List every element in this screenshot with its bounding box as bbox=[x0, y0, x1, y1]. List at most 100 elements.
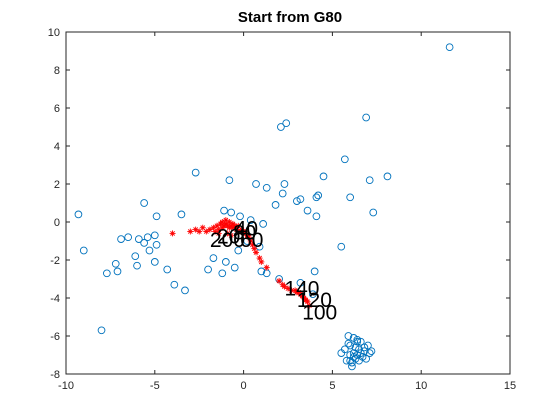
data-point bbox=[355, 345, 363, 354]
data-point bbox=[351, 343, 360, 352]
trajectory-point bbox=[226, 219, 233, 225]
data-point bbox=[209, 254, 218, 262]
data-point bbox=[220, 206, 228, 215]
data-points bbox=[74, 43, 454, 371]
data-point bbox=[257, 267, 266, 276]
data-point bbox=[303, 206, 312, 215]
plot-area bbox=[66, 32, 510, 374]
data-point bbox=[319, 172, 328, 181]
data-point bbox=[314, 191, 323, 200]
data-point bbox=[204, 265, 212, 274]
data-point bbox=[346, 356, 355, 365]
iteration-label: 60 bbox=[240, 229, 263, 252]
data-point bbox=[346, 341, 355, 350]
data-point bbox=[150, 231, 159, 240]
data-point bbox=[337, 242, 346, 251]
data-point bbox=[353, 337, 362, 346]
data-point bbox=[346, 193, 355, 202]
y-tick-label: 8 bbox=[54, 65, 60, 77]
data-point bbox=[97, 326, 106, 335]
data-point bbox=[309, 290, 317, 299]
data-point bbox=[143, 233, 152, 242]
x-tick-label: 10 bbox=[415, 380, 427, 392]
trajectory-point bbox=[187, 228, 194, 235]
x-tick-label: 15 bbox=[504, 380, 516, 392]
data-point bbox=[364, 341, 372, 350]
x-tick-label: -5 bbox=[150, 380, 160, 392]
data-point bbox=[262, 183, 271, 192]
data-point bbox=[369, 208, 378, 217]
data-point bbox=[280, 180, 289, 188]
data-point bbox=[362, 113, 370, 122]
y-tick-label: 4 bbox=[54, 141, 60, 153]
trajectory-point bbox=[203, 228, 210, 235]
data-point bbox=[150, 258, 159, 266]
data-point bbox=[348, 362, 356, 371]
data-point bbox=[181, 286, 189, 295]
trajectory-point bbox=[276, 277, 283, 284]
data-point bbox=[124, 233, 133, 242]
y-tick-label: 0 bbox=[54, 217, 60, 229]
data-point bbox=[337, 349, 346, 357]
y-tick-label: 2 bbox=[54, 179, 60, 191]
data-point bbox=[191, 168, 200, 177]
trajectory-point bbox=[192, 226, 199, 233]
data-point bbox=[353, 335, 362, 344]
data-point bbox=[349, 349, 358, 357]
y-tick-label: 10 bbox=[48, 27, 60, 39]
y-tick-label: -6 bbox=[50, 331, 60, 343]
x-tick-label: 0 bbox=[241, 380, 247, 392]
data-point bbox=[117, 235, 125, 243]
trajectory-point bbox=[199, 224, 206, 231]
trajectory-point bbox=[224, 230, 231, 237]
trajectory-point bbox=[228, 232, 235, 239]
data-point bbox=[445, 43, 454, 52]
data-point bbox=[296, 195, 305, 204]
data-point bbox=[383, 172, 392, 181]
y-tick-label: -4 bbox=[50, 293, 60, 305]
data-point bbox=[344, 339, 353, 348]
data-point bbox=[259, 220, 267, 228]
x-tick-label: -10 bbox=[58, 380, 74, 392]
y-tick-label: 6 bbox=[54, 103, 60, 115]
data-point bbox=[344, 332, 353, 340]
data-point bbox=[293, 197, 301, 205]
data-point bbox=[360, 343, 369, 352]
data-point bbox=[234, 246, 243, 255]
trajectory-point bbox=[233, 224, 240, 231]
trajectory-point bbox=[215, 230, 222, 237]
data-point bbox=[102, 269, 111, 278]
trajectory-point bbox=[196, 228, 203, 235]
data-point bbox=[356, 337, 365, 346]
trajectory-point bbox=[306, 302, 313, 309]
data-point bbox=[177, 210, 186, 219]
data-point bbox=[353, 351, 362, 359]
data-point bbox=[218, 269, 227, 278]
data-point bbox=[230, 263, 239, 272]
data-point bbox=[365, 349, 374, 357]
data-point bbox=[271, 201, 280, 209]
axes-box bbox=[65, 31, 511, 375]
data-point bbox=[312, 212, 321, 221]
y-tick-label: -8 bbox=[50, 369, 60, 381]
data-point bbox=[113, 267, 122, 276]
data-point bbox=[140, 199, 148, 207]
data-point bbox=[252, 180, 260, 188]
data-point bbox=[163, 265, 172, 274]
data-point bbox=[340, 155, 349, 164]
iteration-label: 80 bbox=[233, 221, 256, 244]
data-point bbox=[227, 208, 236, 217]
data-point bbox=[225, 176, 234, 185]
data-point bbox=[282, 119, 291, 128]
data-point bbox=[310, 267, 319, 276]
trajectory-point bbox=[253, 249, 260, 256]
iteration-label: 20 bbox=[217, 225, 240, 248]
data-point bbox=[111, 259, 120, 268]
iteration-label: 120 bbox=[297, 289, 332, 312]
data-point bbox=[79, 246, 88, 255]
trajectory-point bbox=[169, 230, 176, 237]
data-point bbox=[152, 212, 161, 221]
